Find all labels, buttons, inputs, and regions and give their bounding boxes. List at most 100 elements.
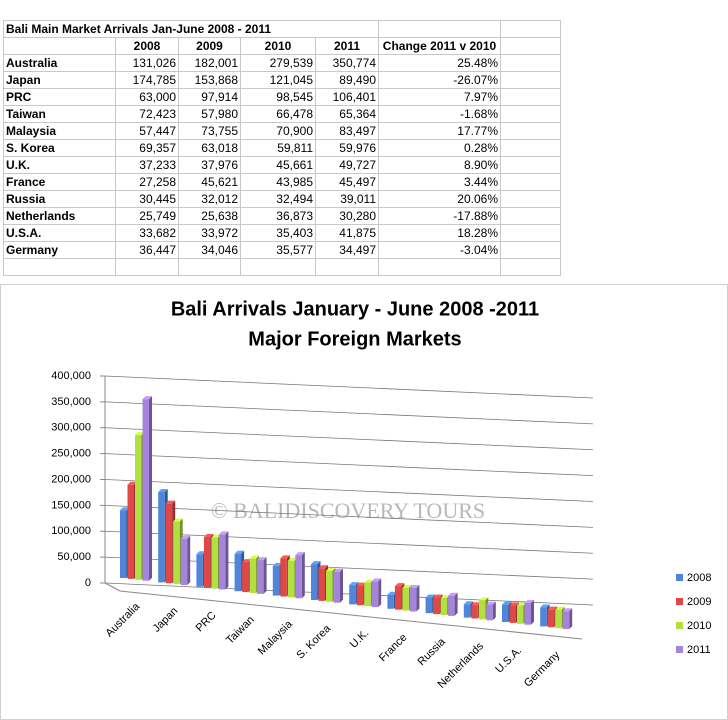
row-label: Malaysia xyxy=(3,122,116,140)
bar xyxy=(158,491,165,583)
value-cell: 8.90% xyxy=(378,156,501,174)
bar xyxy=(318,568,325,601)
bar xyxy=(486,604,493,621)
bar xyxy=(135,435,142,580)
bar-top xyxy=(311,561,321,565)
bar-top xyxy=(180,535,191,539)
value-cell: -3.04% xyxy=(378,241,501,259)
y-tick-label: 300,000 xyxy=(51,422,91,434)
bar xyxy=(326,570,333,602)
bar xyxy=(433,597,440,615)
bar-side xyxy=(263,557,267,594)
bar-side xyxy=(454,592,458,616)
bar-side xyxy=(225,531,229,590)
row-label: Russia xyxy=(3,190,116,208)
bar-side xyxy=(531,600,534,625)
value-cell: 73,755 xyxy=(178,122,241,140)
bar xyxy=(242,562,249,593)
value-cell: 97,914 xyxy=(178,88,241,106)
value-cell: -17.88% xyxy=(378,207,501,225)
cell xyxy=(500,207,561,225)
bar-top xyxy=(218,531,229,535)
legend-swatch xyxy=(676,646,683,653)
table-row: Germany 36,447 34,046 35,577 34,497 -3.04% xyxy=(3,241,561,259)
bar-top xyxy=(173,518,183,522)
bar-top xyxy=(448,592,458,596)
bar xyxy=(509,605,516,623)
bar xyxy=(502,604,509,622)
bar xyxy=(142,399,149,581)
bar-top xyxy=(478,597,489,601)
row-label: S. Korea xyxy=(3,139,116,157)
value-cell: 59,811 xyxy=(240,139,316,157)
value-cell: 83,497 xyxy=(315,122,379,140)
grid-line xyxy=(104,479,594,502)
cell xyxy=(500,173,561,191)
value-cell: 41,875 xyxy=(315,224,379,242)
bar xyxy=(211,537,218,589)
bar-top xyxy=(562,608,573,612)
bar xyxy=(517,605,524,624)
table-row: Malaysia 57,447 73,755 70,900 83,497 17.77% xyxy=(3,122,561,140)
bar-top xyxy=(234,550,245,554)
chart-title: Bali Arrivals January - June 2008 -2011 xyxy=(171,298,539,320)
bar-top xyxy=(165,500,176,504)
value-cell: 25.48% xyxy=(378,54,501,72)
table-title: Bali Main Market Arrivals Jan-June 2008 … xyxy=(3,20,379,38)
value-cell: 182,001 xyxy=(178,54,241,72)
bar xyxy=(448,595,455,616)
value-cell: 59,976 xyxy=(315,139,379,157)
bar xyxy=(257,560,264,594)
value-cell: 33,972 xyxy=(178,224,241,242)
bar-top xyxy=(409,584,420,588)
bar-top xyxy=(364,579,374,583)
y-tick-label: 250,000 xyxy=(51,448,91,460)
bar-top xyxy=(394,583,405,587)
value-cell: 37,233 xyxy=(115,156,179,174)
value-cell: 32,494 xyxy=(240,190,316,208)
value-cell: 20.06% xyxy=(378,190,501,208)
value-cell: 57,447 xyxy=(115,122,179,140)
bar-top xyxy=(196,551,206,555)
floor-edge xyxy=(104,582,121,592)
value-cell: 35,577 xyxy=(240,241,316,259)
value-cell: 3.44% xyxy=(378,173,501,191)
value-cell: 57,980 xyxy=(178,105,241,123)
bar-top xyxy=(540,604,550,608)
table-row: PRC 63,000 97,914 98,545 106,401 7.97% xyxy=(3,88,561,106)
y-tick-label: 0 xyxy=(85,577,91,589)
bar-top xyxy=(502,601,512,605)
cell xyxy=(500,139,561,157)
chart-subtitle: Major Foreign Markets xyxy=(248,328,461,350)
arrivals-table: Bali Main Market Arrivals Jan-June 2008 … xyxy=(3,20,561,276)
value-cell: 45,661 xyxy=(240,156,316,174)
value-cell: 34,046 xyxy=(178,241,241,259)
bar xyxy=(165,503,173,584)
bar-top xyxy=(272,562,283,566)
value-cell: 69,357 xyxy=(115,139,179,157)
bar xyxy=(287,560,295,598)
table-row: Japan 174,785 153,868 121,045 89,490 -26.07% xyxy=(3,71,561,89)
grid-line xyxy=(104,427,594,451)
header-cell: 2011 xyxy=(315,37,379,55)
bar-side xyxy=(416,584,420,612)
legend-label: 2011 xyxy=(687,644,711,656)
bar-side xyxy=(149,396,152,581)
cell xyxy=(115,258,179,276)
value-cell: 39,011 xyxy=(315,190,379,208)
bar xyxy=(272,565,280,596)
title-row: Bali Main Market Arrivals Jan-June 2008 … xyxy=(3,20,561,38)
cell xyxy=(500,20,561,38)
bar xyxy=(196,554,203,587)
grid-line xyxy=(104,453,594,477)
floor-edge xyxy=(119,590,583,640)
value-cell: -1.68% xyxy=(378,105,501,123)
legend-swatch xyxy=(676,598,683,605)
cell xyxy=(500,88,561,106)
bar-top xyxy=(486,601,496,605)
bar xyxy=(356,585,364,606)
bar xyxy=(371,581,379,608)
bar-top xyxy=(135,432,145,436)
bar-side xyxy=(569,608,573,630)
value-cell: 30,280 xyxy=(315,207,379,225)
